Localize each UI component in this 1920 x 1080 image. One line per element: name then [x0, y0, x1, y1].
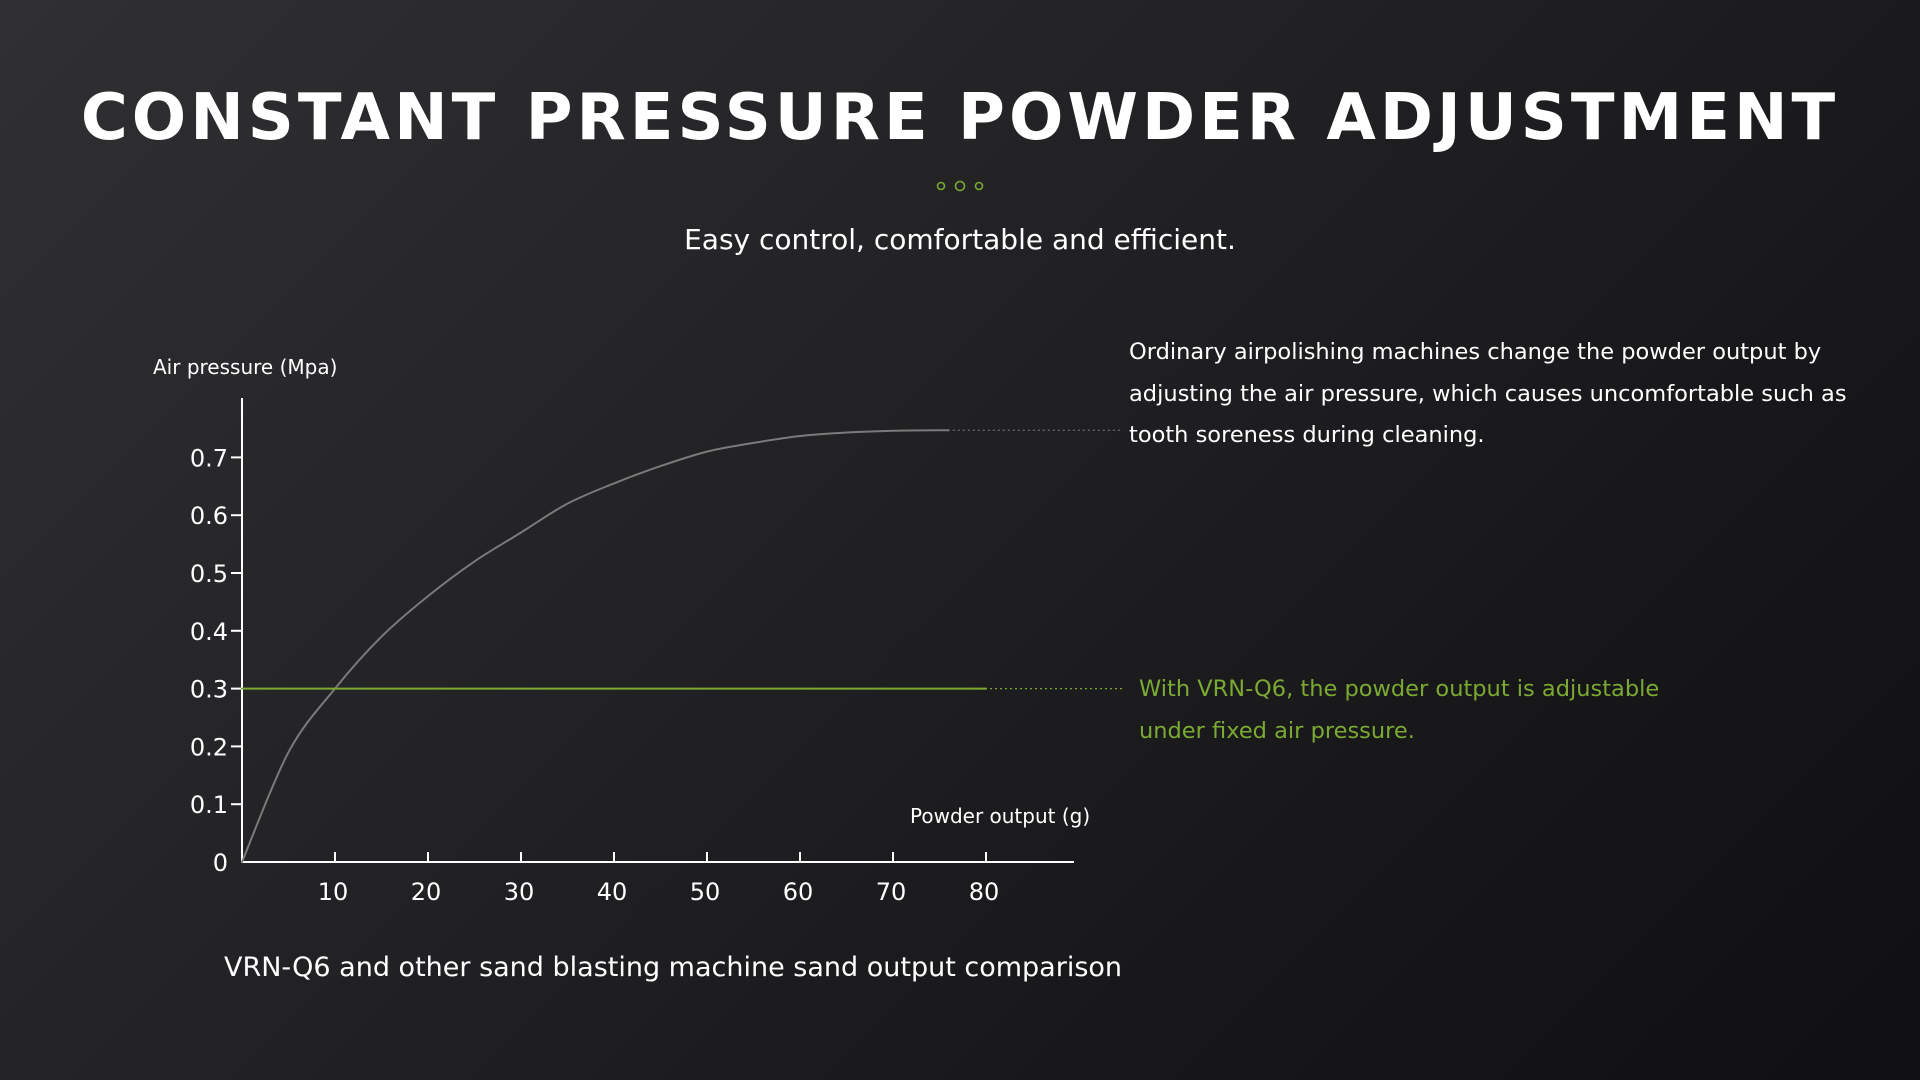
x-tick-label: 50	[690, 878, 721, 906]
x-tick-label: 70	[876, 878, 907, 906]
y-tick-label: 0.3	[190, 676, 228, 704]
x-tick-label: 10	[318, 878, 349, 906]
ornament-dot-center	[954, 180, 966, 192]
chart-ticks: 0 0.1 0.2 0.3 0.4 0.5 0.6 0.7 10 20 30 40 50 60 70 80	[190, 444, 999, 906]
y-tick-label: 0.6	[190, 502, 228, 530]
y-axis-title: Air pressure (Mpa)	[153, 355, 337, 379]
ordinary-machines-note: Ordinary airpolishing machines change th…	[1129, 339, 1847, 448]
y-tick-label: 0.7	[190, 444, 228, 472]
x-tick-label: 60	[783, 878, 814, 906]
ornament-dot-left	[936, 181, 946, 191]
page-subtitle: Easy control, comfortable and efficient.	[684, 223, 1236, 256]
x-tick-label: 30	[504, 878, 535, 906]
y-tick-label: 0.1	[190, 791, 228, 819]
y-tick-label: 0	[213, 849, 228, 877]
y-tick-label: 0.4	[190, 618, 228, 646]
chart-series	[241, 429, 987, 863]
title-ornament-dots	[936, 180, 984, 192]
ordinary-machine-curve	[241, 429, 950, 863]
chart-caption: VRN-Q6 and other sand blasting machine s…	[224, 952, 1123, 983]
x-tick-label: 40	[597, 878, 628, 906]
vrn-q6-note: With VRN-Q6, the powder output is adjust…	[1139, 676, 1660, 744]
x-axis-title: Powder output (g)	[910, 804, 1090, 828]
x-tick-label: 20	[411, 878, 442, 906]
page-title: CONSTANT PRESSURE POWDER ADJUSTMENT	[80, 81, 1840, 155]
chart-leader-lines	[952, 429, 1123, 690]
y-tick-label: 0.2	[190, 733, 228, 761]
ornament-dot-right	[974, 181, 984, 191]
x-tick-label: 80	[969, 878, 1000, 906]
y-tick-label: 0.5	[190, 560, 228, 588]
